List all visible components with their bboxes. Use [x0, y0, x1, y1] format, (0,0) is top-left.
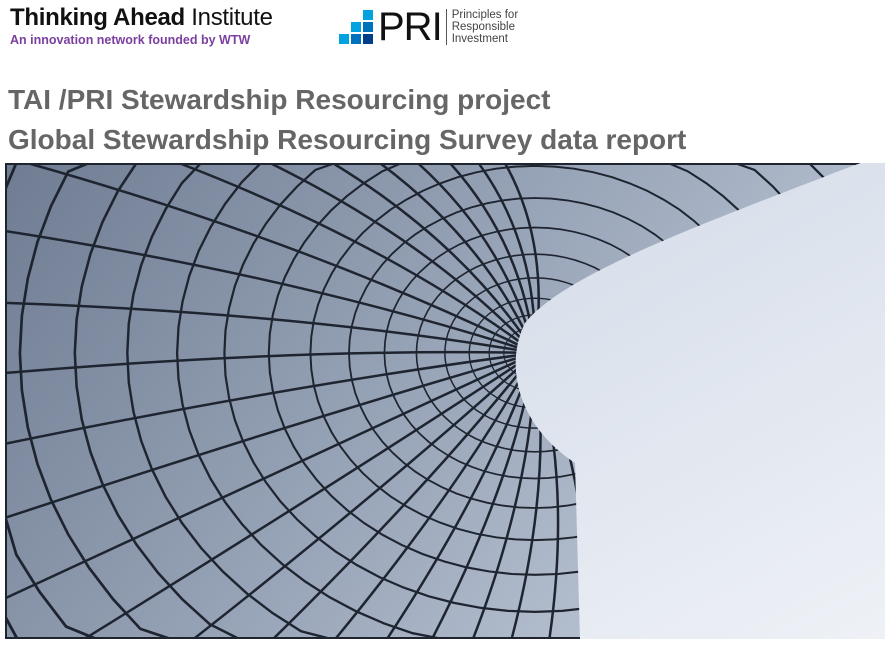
facade-line: [272, 352, 536, 639]
tai-logo: Thinking Ahead Institute An innovation n…: [10, 4, 273, 47]
facade-line: [27, 163, 536, 355]
facade-band: [126, 163, 860, 639]
tai-name-regular: Institute: [191, 4, 273, 31]
facade-line: [5, 351, 536, 600]
tai-name-bold: Thinking Ahead: [10, 4, 185, 31]
page-title: TAI /PRI Stewardship Resourcing project …: [8, 80, 686, 160]
facade-line: [5, 350, 536, 375]
pri-wordmark: PRI: [378, 5, 443, 49]
title-line-1: TAI /PRI Stewardship Resourcing project: [8, 84, 551, 115]
facade-line: [5, 229, 536, 355]
facade-line: [379, 163, 537, 354]
facade-band: [18, 163, 860, 639]
facade-line: [269, 163, 536, 354]
cover-image: [5, 163, 885, 639]
pri-tagline-3: Investment: [451, 33, 508, 45]
facade-line: [5, 301, 536, 355]
title-line-2: Global Stewardship Resourcing Survey dat…: [8, 124, 687, 155]
pri-logo: PRI Principles for Responsible Investmen…: [338, 5, 519, 49]
pri-tagline-2: Responsible: [451, 21, 515, 33]
pri-tagline-1: Principles for: [451, 9, 519, 21]
tai-tagline: An innovation network founded by WTW: [10, 33, 251, 47]
facade-line: [178, 163, 536, 355]
pri-squares-icon: [339, 10, 373, 44]
facade-band: [73, 163, 860, 639]
pri-divider: [445, 9, 447, 45]
facade-line: [5, 351, 536, 446]
